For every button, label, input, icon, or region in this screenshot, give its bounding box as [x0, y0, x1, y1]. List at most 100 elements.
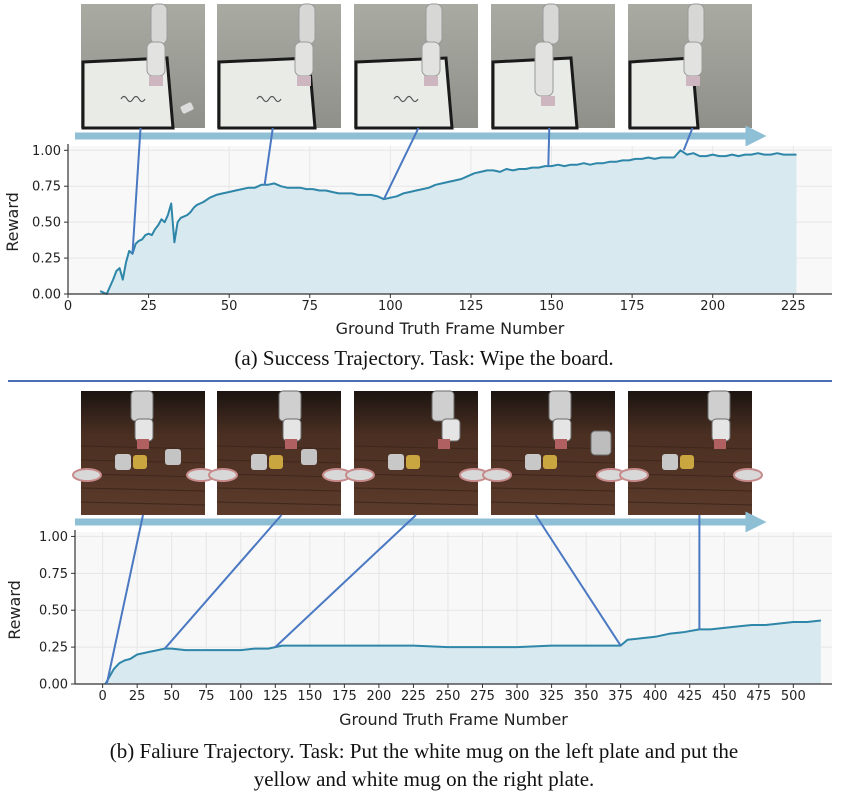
- failure-reward-chart: 0 25 50 75 100 125 150 175 200 225 250 275 300 325 350…: [5, 514, 832, 729]
- board-writing: [256, 95, 282, 103]
- y-tick-label: 0.75: [39, 567, 68, 582]
- frame-background: [628, 391, 752, 515]
- wood-grain: [216, 501, 342, 506]
- left-plate: [619, 468, 649, 482]
- robot-gripper: [555, 439, 567, 449]
- wood-grain: [353, 501, 479, 506]
- x-tick-label: 325: [539, 689, 564, 704]
- wood-grain: [490, 487, 616, 492]
- left-plate: [208, 468, 238, 482]
- wood-grain: [216, 487, 342, 492]
- board-writing: [120, 95, 146, 103]
- robot-gripper: [424, 76, 438, 86]
- reward-area: [105, 620, 821, 684]
- y-tick-label: 0.25: [32, 252, 61, 267]
- robot-arm-lower: [441, 418, 461, 442]
- white-mug: [525, 454, 541, 470]
- left-plate: [482, 468, 512, 482]
- x-tick-label: 50: [221, 299, 238, 314]
- x-tick-label: 200: [366, 689, 391, 704]
- yellow-mug: [543, 455, 557, 469]
- x-tick-label: 25: [129, 689, 146, 704]
- white-mug: [251, 454, 267, 470]
- robot-gripper: [297, 76, 311, 86]
- robot-gripper: [686, 76, 700, 86]
- x-tick-label: 50: [163, 689, 180, 704]
- x-tick-label: 250: [436, 689, 461, 704]
- x-tick-label: 100: [228, 689, 253, 704]
- x-axis-label: Ground Truth Frame Number: [336, 319, 565, 338]
- x-tick-label: 100: [378, 299, 403, 314]
- robot-arm-lower: [134, 418, 154, 442]
- robot-arm-lower: [552, 418, 572, 442]
- yellow-mug: [406, 455, 420, 469]
- x-tick-label: 25: [140, 299, 157, 314]
- keyframe-connector: [131, 127, 142, 254]
- robot-arm-lower: [534, 41, 554, 97]
- frame-thumbnail: [628, 3, 752, 130]
- whiteboard: [217, 56, 317, 130]
- x-tick-label: 175: [332, 689, 357, 704]
- caption-a: (a) Success Trajectory. Task: Wipe the b…: [234, 346, 614, 370]
- x-tick-label: 200: [700, 299, 725, 314]
- y-tick-label: 0.00: [32, 288, 61, 303]
- robot-arm-lower: [294, 41, 314, 77]
- wood-grain: [80, 487, 206, 492]
- robot-arm-upper: [687, 3, 705, 45]
- y-axis-label: Reward: [5, 580, 24, 640]
- y-tick-label: 0.00: [39, 678, 68, 693]
- reward-line: [99, 149, 797, 295]
- x-tick-label: 75: [301, 299, 318, 314]
- caption-b-line2: yellow and white mug on the right plate.: [253, 767, 595, 791]
- x-tick-label: 150: [297, 689, 322, 704]
- reward-area: [100, 150, 797, 294]
- robot-arm-lower: [421, 41, 441, 77]
- robot-arm-upper: [298, 3, 316, 45]
- wood-grain: [627, 445, 753, 450]
- yellow-mug: [680, 455, 694, 469]
- keyframe-connector: [547, 127, 551, 167]
- success-reward-chart: 0 25 50 75 100 125 150 175 200 225 0.00 0.25 0.50 0.7…: [3, 127, 832, 338]
- frame-thumbnail: [619, 390, 763, 515]
- robot-arm-upper: [542, 3, 560, 45]
- robot-gripper: [137, 439, 149, 449]
- x-tick-label: 75: [198, 689, 215, 704]
- keyframe-connector: [164, 514, 283, 650]
- robot-gripper: [438, 439, 450, 449]
- robot-arm-lower: [282, 418, 302, 442]
- keyframe-connector: [534, 514, 622, 647]
- white-mug: [115, 454, 131, 470]
- robot-arm-lower: [683, 41, 703, 77]
- x-tick-label: 475: [746, 689, 771, 704]
- keyframe-connector: [274, 514, 417, 648]
- board-writing: [393, 95, 419, 103]
- y-tick-label: 0.50: [39, 604, 68, 619]
- frame-thumbnail: [72, 390, 216, 515]
- wood-grain: [216, 445, 342, 450]
- wood-grain: [353, 445, 479, 450]
- white-mug-2: [165, 449, 181, 465]
- x-tick-label: 225: [401, 689, 426, 704]
- yellow-mug: [133, 455, 147, 469]
- x-tick-label: 425: [677, 689, 702, 704]
- x-tick-label: 375: [608, 689, 633, 704]
- x-tick-label: 125: [459, 299, 484, 314]
- yellow-mug: [269, 455, 283, 469]
- robot-arm-upper: [548, 390, 572, 422]
- frame-thumbnail: [345, 390, 489, 515]
- x-tick-label: 0: [98, 689, 106, 704]
- right-plate: [733, 468, 763, 482]
- whiteboard: [628, 56, 700, 130]
- wood-grain: [627, 501, 753, 506]
- white-mug-2: [301, 449, 317, 465]
- robot-arm-lower: [711, 418, 731, 442]
- x-axis-label: Ground Truth Frame Number: [339, 710, 568, 729]
- robot-arm-upper: [707, 390, 731, 422]
- x-tick-label: 400: [643, 689, 668, 704]
- robot-arm-upper: [425, 3, 443, 45]
- frame-thumbnail: [354, 3, 478, 130]
- robot-gripper: [541, 96, 555, 106]
- x-tick-label: 275: [470, 689, 495, 704]
- second-arm: [590, 430, 612, 456]
